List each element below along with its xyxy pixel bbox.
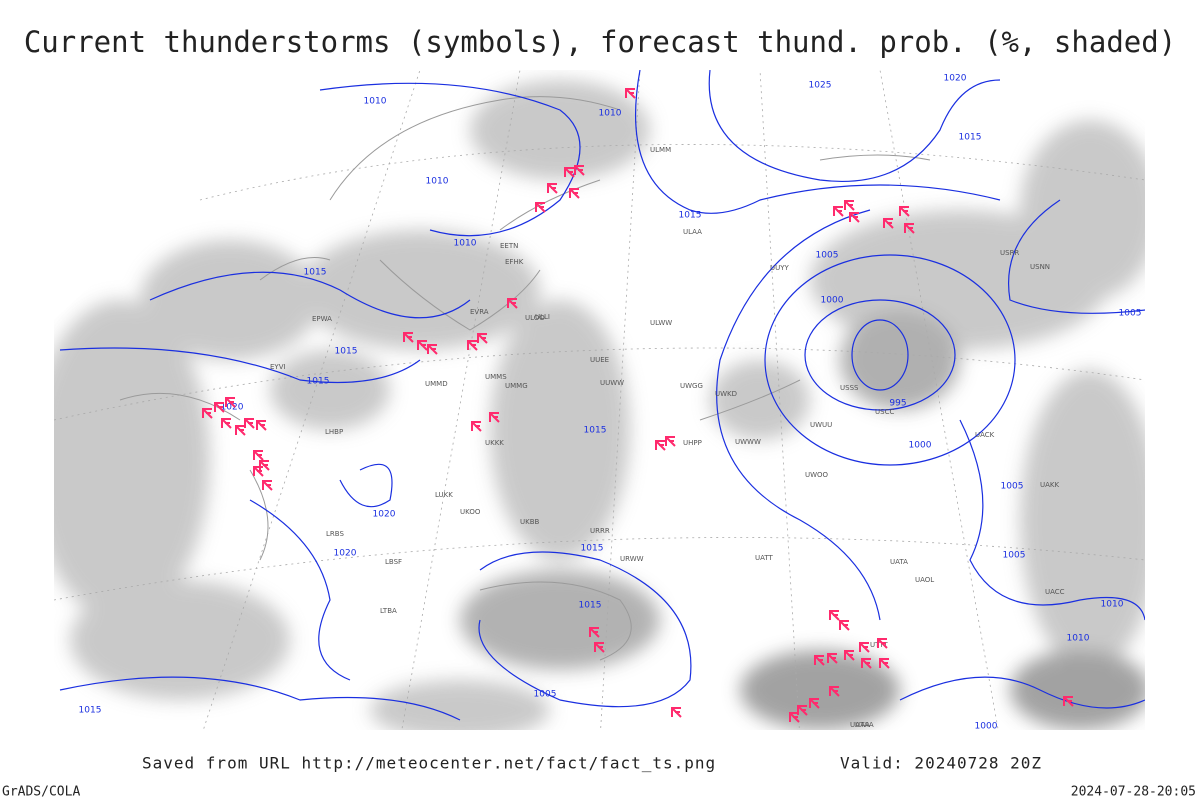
station-label: EETN xyxy=(500,242,518,250)
station-label: UWWW xyxy=(735,438,761,446)
station-label: EYVI xyxy=(270,363,286,371)
isobar-label: 995 xyxy=(889,399,906,409)
isobar-label: 1000 xyxy=(975,722,998,732)
station-label: USSS xyxy=(840,384,859,392)
timestamp: 2024-07-28-20:05 xyxy=(1071,785,1196,800)
station-label: URWW xyxy=(620,555,644,563)
station-label: ULAA xyxy=(683,228,702,236)
isobar-label: 1020 xyxy=(221,403,244,413)
isobar-label: 1010 xyxy=(426,177,449,187)
station-label: UUYY xyxy=(770,264,790,272)
isobar-label: 1015 xyxy=(579,601,602,611)
isobar-label: 1000 xyxy=(909,441,932,451)
station-label: EPWA xyxy=(312,315,332,323)
station-label: UKOO xyxy=(460,508,481,516)
isobar-label: 1015 xyxy=(584,426,607,436)
station-label: ULMM xyxy=(650,146,671,154)
isobar-label: 1020 xyxy=(373,510,396,520)
station-label: UKBB xyxy=(520,518,540,526)
station-label: UWKD xyxy=(715,390,737,398)
station-label: UWUU xyxy=(810,421,832,429)
station-label: URRR xyxy=(590,527,610,535)
isobar-label: 1015 xyxy=(679,211,702,221)
station-label: UATT xyxy=(755,554,774,562)
isobar-label: 1020 xyxy=(334,549,357,559)
station-label: UUWW xyxy=(600,379,624,387)
isobar-label: 1005 xyxy=(1119,309,1142,319)
isobar-label: 1005 xyxy=(534,690,557,700)
isobar-label: 1005 xyxy=(1003,551,1026,561)
station-label: ULWW xyxy=(650,319,672,327)
station-label: EVRA xyxy=(470,308,489,316)
station-label: UMMG xyxy=(505,382,528,390)
station-label: ULOO xyxy=(525,314,545,322)
graticule xyxy=(54,70,1145,730)
isobar-label: 1000 xyxy=(821,296,844,306)
station-label: UWOO xyxy=(805,471,829,479)
isobars xyxy=(59,70,1145,721)
isobar-label: 1005 xyxy=(816,251,839,261)
station-label: UMMD xyxy=(425,380,448,388)
station-label: UTTT xyxy=(870,641,888,649)
isobar-label: 1010 xyxy=(364,97,387,107)
station-label: UAAA xyxy=(850,721,870,729)
station-label: LTBA xyxy=(380,607,397,615)
isobar-label: 1020 xyxy=(944,74,967,84)
coastlines xyxy=(119,96,931,661)
station-label: LBSF xyxy=(385,558,402,566)
credit: GrADS/COLA xyxy=(2,785,80,800)
station-label: UAOL xyxy=(915,576,934,584)
isobar-label: 1015 xyxy=(307,377,330,387)
station-label: LHBP xyxy=(325,428,343,436)
valid-time: Valid: 20240728 20Z xyxy=(840,754,1042,773)
station-label: LUKK xyxy=(435,491,453,499)
isobar-label: 1010 xyxy=(599,109,622,119)
station-label: USCC xyxy=(875,408,894,416)
isobar-label: 1015 xyxy=(335,347,358,357)
isobar-label: 1005 xyxy=(1001,482,1024,492)
source-url: Saved from URL http://meteocenter.net/fa… xyxy=(142,754,716,773)
isobar-label: 1025 xyxy=(809,81,832,91)
station-label: USNN xyxy=(1030,263,1050,271)
isobar-label: 1015 xyxy=(581,544,604,554)
isobar-label: 1015 xyxy=(304,268,327,278)
probability-shading xyxy=(54,80,1145,730)
station-label: UHPP xyxy=(683,439,702,447)
station-label: USRR xyxy=(1000,249,1019,257)
station-label: EFHK xyxy=(505,258,524,266)
station-label: UMMS xyxy=(485,373,507,381)
station-label: UAKK xyxy=(1040,481,1060,489)
station-label: UTAA xyxy=(855,721,874,729)
station-label: ULLI xyxy=(535,313,550,321)
station-label: LRBS xyxy=(326,530,344,538)
map-title: Current thunderstorms (symbols), forecas… xyxy=(24,25,1176,59)
isobar-labels: 1010 1010 1010 1015 1015 1015 1020 1025 1020 1015… xyxy=(79,74,1142,732)
station-label: UATA xyxy=(890,558,908,566)
isobar-label: 1010 xyxy=(1067,634,1090,644)
isobar-label: 1015 xyxy=(959,133,982,143)
station-label: UKKK xyxy=(485,439,504,447)
isobar-label: 1010 xyxy=(1101,600,1124,610)
isobar-label: 1015 xyxy=(79,706,102,716)
station-label: UUEE xyxy=(590,356,609,364)
station-label: UACC xyxy=(1045,588,1065,596)
isobar-label: 1010 xyxy=(454,239,477,249)
station-label: UACK xyxy=(975,431,995,439)
station-label: UWGG xyxy=(680,382,703,390)
